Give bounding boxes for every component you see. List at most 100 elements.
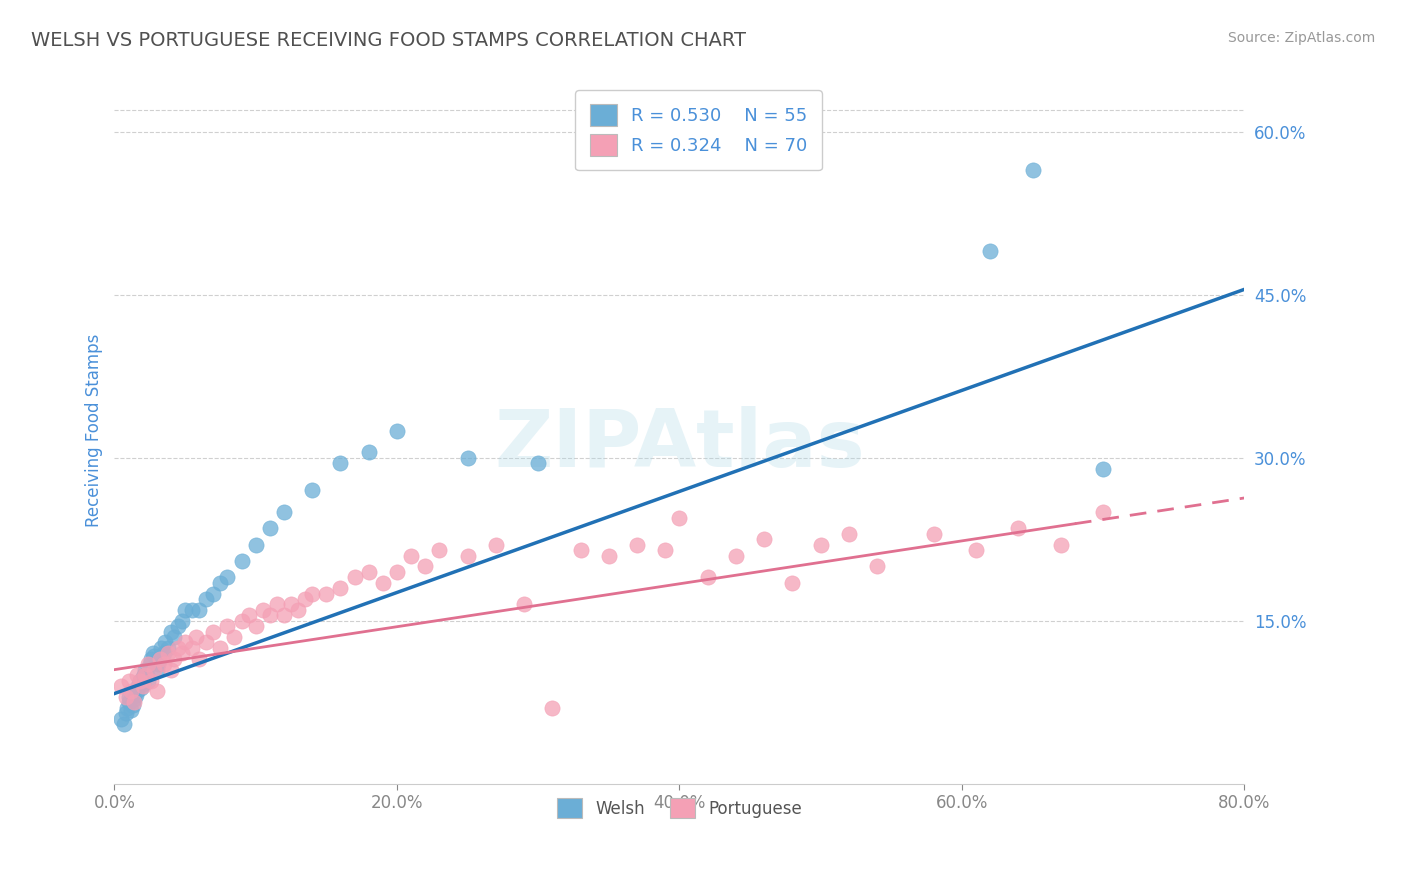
Point xyxy=(139,652,162,666)
Point xyxy=(457,549,479,563)
Point xyxy=(124,688,146,702)
Point xyxy=(866,559,889,574)
Point xyxy=(153,646,176,660)
Point xyxy=(143,663,166,677)
Point xyxy=(209,640,232,655)
Point xyxy=(782,575,804,590)
Point xyxy=(252,603,274,617)
Point xyxy=(1049,538,1071,552)
Point xyxy=(138,657,160,672)
Point xyxy=(329,581,352,595)
Point xyxy=(280,598,302,612)
Point xyxy=(157,640,180,655)
Point xyxy=(979,244,1001,259)
Point xyxy=(427,543,450,558)
Point xyxy=(188,652,211,666)
Point xyxy=(146,663,169,677)
Point xyxy=(301,586,323,600)
Point xyxy=(146,684,169,698)
Text: WELSH VS PORTUGUESE RECEIVING FOOD STAMPS CORRELATION CHART: WELSH VS PORTUGUESE RECEIVING FOOD STAMP… xyxy=(31,31,747,50)
Point xyxy=(301,483,323,498)
Point xyxy=(181,603,204,617)
Point xyxy=(294,592,316,607)
Point xyxy=(115,700,138,714)
Point xyxy=(172,614,194,628)
Point xyxy=(399,549,422,563)
Point xyxy=(626,538,648,552)
Point xyxy=(125,684,148,698)
Point xyxy=(1021,162,1043,177)
Point xyxy=(259,521,281,535)
Point xyxy=(457,450,479,465)
Point xyxy=(120,684,142,698)
Point xyxy=(136,657,159,672)
Point xyxy=(157,646,180,660)
Point xyxy=(724,549,747,563)
Point xyxy=(148,657,170,672)
Point xyxy=(217,619,239,633)
Point xyxy=(120,703,142,717)
Point xyxy=(810,538,832,552)
Point xyxy=(273,505,295,519)
Point xyxy=(117,673,139,688)
Point xyxy=(131,679,153,693)
Point xyxy=(167,640,190,655)
Point xyxy=(127,679,149,693)
Point xyxy=(266,598,288,612)
Point xyxy=(315,586,337,600)
Point xyxy=(121,698,143,713)
Y-axis label: Receiving Food Stamps: Receiving Food Stamps xyxy=(86,334,103,527)
Point xyxy=(231,554,253,568)
Point xyxy=(259,608,281,623)
Point xyxy=(598,549,620,563)
Point xyxy=(696,570,718,584)
Point xyxy=(569,543,592,558)
Point xyxy=(513,598,536,612)
Point xyxy=(357,445,380,459)
Point xyxy=(134,663,156,677)
Point xyxy=(217,570,239,584)
Point xyxy=(485,538,508,552)
Point xyxy=(195,635,218,649)
Point xyxy=(245,538,267,552)
Point xyxy=(922,526,945,541)
Point xyxy=(413,559,436,574)
Point xyxy=(112,717,135,731)
Point xyxy=(110,712,132,726)
Point xyxy=(163,652,186,666)
Point xyxy=(186,630,208,644)
Point xyxy=(128,673,150,688)
Point xyxy=(343,570,366,584)
Point xyxy=(153,657,176,672)
Point xyxy=(149,652,172,666)
Point xyxy=(1092,461,1115,475)
Point xyxy=(155,635,177,649)
Point xyxy=(114,690,136,704)
Point xyxy=(195,592,218,607)
Point xyxy=(357,565,380,579)
Point xyxy=(371,575,394,590)
Point xyxy=(125,668,148,682)
Point xyxy=(150,640,173,655)
Point xyxy=(385,424,408,438)
Point xyxy=(149,652,172,666)
Point xyxy=(134,668,156,682)
Point xyxy=(132,668,155,682)
Point xyxy=(668,510,690,524)
Point xyxy=(172,646,194,660)
Point xyxy=(139,673,162,688)
Point xyxy=(131,677,153,691)
Point xyxy=(238,608,260,623)
Point xyxy=(209,575,232,590)
Point xyxy=(122,692,145,706)
Point xyxy=(202,586,225,600)
Point xyxy=(163,630,186,644)
Point xyxy=(754,533,776,547)
Point xyxy=(114,706,136,720)
Point xyxy=(117,695,139,709)
Point xyxy=(128,673,150,688)
Point xyxy=(167,619,190,633)
Legend: Welsh, Portuguese: Welsh, Portuguese xyxy=(550,791,808,825)
Point xyxy=(329,456,352,470)
Point xyxy=(129,681,152,695)
